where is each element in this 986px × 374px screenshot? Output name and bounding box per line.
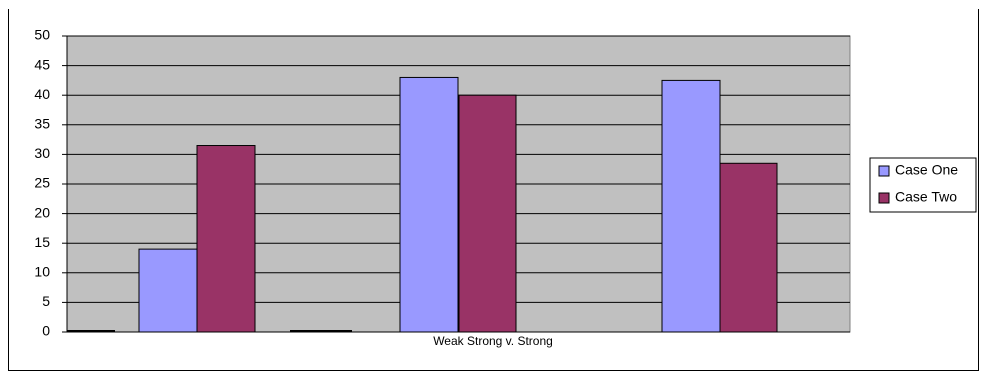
bars (67, 76, 778, 333)
y-tick-label: 5 (42, 293, 50, 309)
y-tick-label: 30 (34, 145, 50, 161)
y-tick-label: 10 (34, 264, 50, 280)
y-tick-label: 20 (34, 204, 50, 220)
bar-case-one (67, 330, 115, 332)
y-tick-label: 25 (34, 175, 50, 191)
bar-case-one (290, 330, 352, 332)
legend-label-case-one: Case One (895, 162, 958, 178)
y-tick-label: 35 (34, 116, 50, 132)
legend: Case One Case Two (869, 157, 977, 213)
y-tick-label: 15 (34, 234, 50, 250)
bar-case-two (196, 145, 256, 333)
bar-case-one (138, 248, 198, 333)
bar-case-one (661, 79, 721, 333)
y-tick-label: 50 (34, 27, 50, 43)
bar-case-one (399, 76, 459, 333)
bar-case-two (458, 94, 517, 333)
x-category-label: Weak Strong v. Strong (433, 334, 553, 348)
legend-swatch-case-two (878, 192, 890, 204)
bar-case-two (719, 162, 778, 333)
y-axis-ticks: 0 5 10 15 20 25 30 35 40 45 50 (34, 27, 67, 339)
legend-label-case-two: Case Two (895, 189, 957, 205)
legend-swatch-case-one (878, 165, 890, 177)
chart-frame (8, 9, 979, 371)
y-tick-label: 45 (34, 56, 50, 72)
y-tick-label: 40 (34, 86, 50, 102)
y-tick-label: 0 (42, 323, 50, 339)
